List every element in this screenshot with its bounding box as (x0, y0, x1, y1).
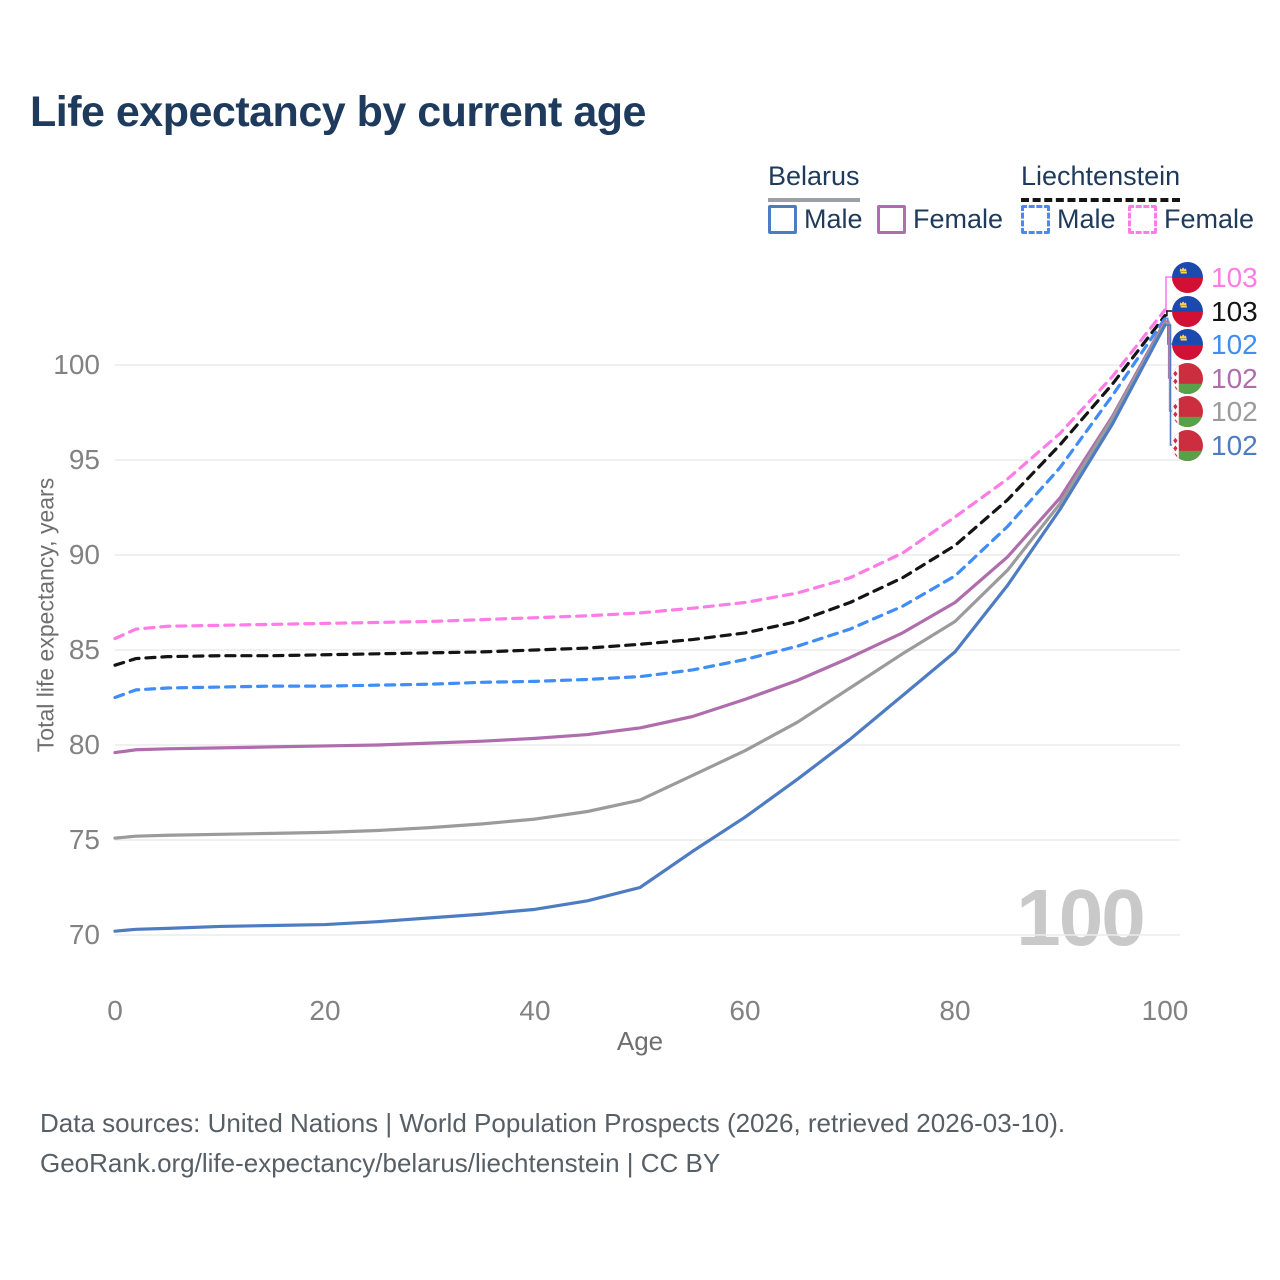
end-value-liechtenstein-male: 102 (1211, 328, 1258, 360)
liechtenstein-flag-icon (1172, 328, 1203, 360)
end-label-liechtenstein-female[interactable]: 103 (1172, 261, 1258, 294)
x-axis-title: Age (616, 1026, 664, 1056)
y-tick-label: 85 (68, 634, 100, 665)
legend-label-liechtenstein-female: Female (1164, 204, 1255, 234)
legend-item-liechtenstein-male[interactable]: Male (1021, 204, 1116, 235)
end-value-belarus-male: 102 (1211, 429, 1258, 461)
legend-swatch-liechtenstein-male (1021, 205, 1050, 234)
legend-item-belarus-female[interactable]: Female (877, 204, 1003, 235)
y-tick-label: 80 (68, 729, 100, 760)
y-tick-label: 90 (68, 539, 100, 570)
x-tick-label: 60 (729, 995, 761, 1026)
y-tick-label: 100 (53, 349, 100, 380)
belarus-flag-icon (1172, 429, 1203, 461)
x-tick-label: 80 (939, 995, 971, 1026)
legend-group-liechtenstein[interactable]: Liechtenstein (1021, 161, 1181, 202)
end-label-liechtenstein-total[interactable]: 103 (1172, 295, 1258, 328)
series-line-belarus-female[interactable] (113, 319, 1167, 755)
legend-item-belarus-male[interactable]: Male (768, 204, 863, 235)
liechtenstein-flag-icon (1172, 261, 1203, 293)
data-sources-text: Data sources: United Nations | World Pop… (40, 1108, 1066, 1138)
page-title: Life expectancy by current age (30, 88, 646, 136)
x-tick-label: 20 (309, 995, 341, 1026)
end-label-belarus-total[interactable]: 102 (1172, 395, 1258, 428)
age-watermark: 100 (1016, 873, 1145, 962)
end-value-liechtenstein-female: 103 (1211, 261, 1258, 293)
x-tick-label: 100 (1141, 995, 1189, 1026)
y-tick-label: 95 (68, 444, 100, 475)
y-tick-label: 70 (68, 919, 100, 950)
series-line-liechtenstein-female[interactable] (113, 308, 1167, 641)
end-value-belarus-total: 102 (1211, 395, 1258, 427)
legend-item-liechtenstein-female[interactable]: Female (1128, 204, 1254, 235)
legend-label-belarus-female: Female (913, 204, 1004, 234)
end-label-belarus-male[interactable]: 102 (1172, 429, 1258, 462)
end-label-liechtenstein-male[interactable]: 102 (1172, 328, 1258, 361)
legend-swatch-belarus-male (768, 205, 797, 234)
y-tick-label: 75 (68, 824, 100, 855)
end-value-liechtenstein-total: 103 (1211, 295, 1258, 327)
legend-swatch-belarus-female (877, 205, 906, 234)
series-line-belarus-male[interactable] (113, 323, 1167, 933)
x-tick-label: 0 (107, 995, 123, 1026)
series-line-liechtenstein-total[interactable] (113, 314, 1167, 667)
belarus-flag-icon (1172, 362, 1203, 394)
legend-group-belarus-label: Belarus (768, 161, 860, 191)
belarus-flag-icon (1172, 395, 1203, 427)
legend-label-liechtenstein-male: Male (1057, 204, 1116, 234)
end-value-belarus-female: 102 (1211, 362, 1258, 394)
end-label-belarus-female[interactable]: 102 (1172, 362, 1258, 395)
leader-line-liechtenstein-total (1165, 310, 1172, 317)
x-tick-label: 40 (519, 995, 551, 1026)
leader-line-belarus-male (1165, 324, 1172, 446)
series-line-liechtenstein-male[interactable] (113, 316, 1167, 700)
legend-group-liechtenstein-label: Liechtenstein (1021, 161, 1181, 191)
leader-line-liechtenstein-female (1165, 276, 1172, 311)
legend-label-belarus-male: Male (804, 204, 863, 234)
series-line-belarus-total[interactable] (113, 321, 1167, 840)
legend-group-belarus[interactable]: Belarus (768, 161, 860, 202)
attribution-link[interactable]: GeoRank.org/life-expectancy/belarus/liec… (40, 1148, 721, 1178)
liechtenstein-flag-icon (1172, 295, 1203, 327)
legend-swatch-liechtenstein-female (1128, 205, 1157, 234)
